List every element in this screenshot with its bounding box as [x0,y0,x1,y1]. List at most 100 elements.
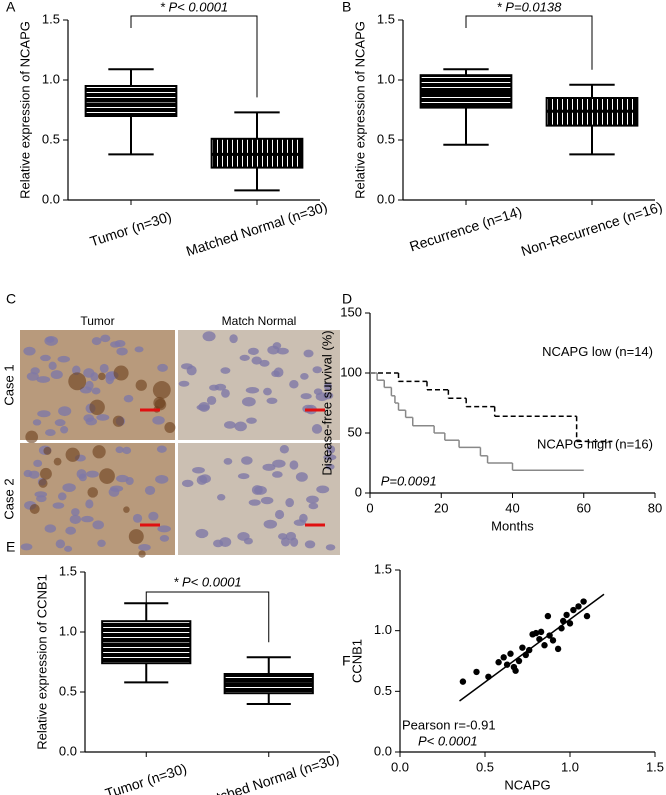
stain [43,446,52,455]
y-tick-label: 100 [340,364,362,379]
point [495,659,502,666]
y-axis-label: Relative expression of NCAPG [352,21,367,199]
fit-line [459,593,605,702]
nucleus [71,508,80,516]
y-axis-label: Disease-free survival (%) [319,330,334,475]
significance-label: * P< 0.0001 [160,0,228,14]
nucleus [138,544,151,551]
nucleus [144,485,156,495]
nucleus [33,459,43,468]
nucleus [216,494,226,501]
significance-bracket [465,15,593,70]
nucleus [303,349,314,358]
nucleus [62,483,76,493]
nucleus [122,446,132,455]
category-label: Recurrence (n=14) [407,203,523,254]
x-tick-label: 20 [434,500,448,515]
nucleus [81,515,94,523]
nucleus [156,445,167,453]
y-tick-label: 1.0 [377,71,395,86]
nucleus [198,402,210,412]
stain [152,381,171,399]
nucleus [246,417,257,424]
point [554,645,562,653]
nucleus [323,382,333,391]
nucleus [272,471,283,478]
y-tick-label: 0.0 [377,191,395,206]
nucleus [263,387,272,396]
nucleus [83,368,95,378]
point [512,667,519,674]
nucleus [48,361,57,370]
nucleus [295,472,308,482]
point [570,606,577,614]
point [580,598,587,605]
x-tick-label: 40 [505,500,519,515]
stain [87,487,98,498]
stain [40,467,52,480]
x-tick-label: 0.0 [391,759,409,774]
y-tick-label: 0.0 [42,191,60,206]
nucleus [206,395,217,405]
stain [65,447,80,462]
nucleus [134,346,144,353]
point [566,620,574,627]
stain [98,372,106,381]
nucleus [28,470,40,479]
y-tick-label: 1.5 [374,561,392,576]
category-label: Non-Recurrence (n=16) [519,198,664,259]
nucleus [195,528,209,539]
nucleus [157,363,168,372]
nucleus [247,347,259,355]
nucleus [20,543,33,551]
nucleus [110,485,124,492]
x-axis-label: NCAPG [504,777,550,792]
nucleus [115,446,124,454]
stain [25,430,39,444]
nucleus [293,519,306,526]
point [544,612,552,620]
category-label: Matched Normal (n=30) [196,750,341,795]
row-label: Case 2 [1,478,16,519]
nucleus [262,463,276,471]
y-tick-label: 1.5 [42,11,60,26]
nucleus [45,336,55,343]
box [101,620,192,665]
nucleus [306,495,319,504]
nucleus [300,372,309,380]
nucleus [110,341,121,348]
nucleus [99,363,109,373]
nucleus [260,496,274,505]
significance-bracket [145,591,270,643]
stain [128,529,144,545]
nucleus [289,460,299,470]
nucleus [221,388,230,398]
nucleus [234,421,247,432]
point [519,644,526,651]
stain [138,550,146,558]
p-value: P< 0.0001 [418,733,478,748]
nucleus [155,475,169,484]
nucleus [60,426,69,434]
whisker-low [246,693,291,705]
nucleus [325,544,336,551]
row-label: Case 1 [1,364,16,405]
nucleus [58,406,72,417]
whisker-low [234,167,280,192]
nucleus [300,393,312,400]
nucleus [202,331,216,342]
tissue [178,330,340,440]
y-tick-label: 0.5 [42,131,60,146]
significance-label: * P< 0.0001 [173,574,241,589]
nucleus [273,367,284,378]
nucleus [55,539,66,549]
panel-letter: B [342,0,351,15]
y-tick-label: 50 [348,424,362,439]
point [507,650,514,657]
nucleus [105,374,115,385]
nucleus [181,363,193,370]
nucleus [308,502,319,510]
nucleus [100,334,111,343]
nucleus [132,513,143,523]
